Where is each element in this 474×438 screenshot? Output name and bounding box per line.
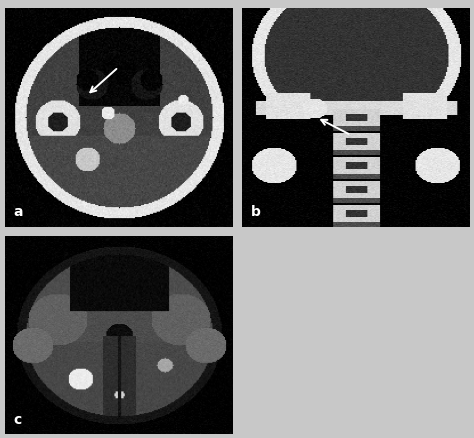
Text: b: b [251,205,261,219]
Text: a: a [14,205,23,219]
Text: c: c [14,412,22,426]
